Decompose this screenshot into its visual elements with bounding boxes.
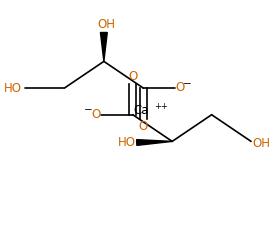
Text: O: O [128,70,138,83]
Text: OH: OH [252,137,270,150]
Text: ++: ++ [155,102,168,111]
Text: O: O [176,81,185,94]
Text: O: O [139,120,148,133]
Text: Ca: Ca [133,104,148,117]
Text: −: − [183,79,192,89]
Text: HO: HO [117,135,135,148]
Polygon shape [100,32,107,61]
Text: −: − [84,105,93,115]
Text: HO: HO [4,81,22,94]
Text: OH: OH [98,18,116,32]
Text: O: O [91,108,100,121]
Polygon shape [137,140,172,145]
